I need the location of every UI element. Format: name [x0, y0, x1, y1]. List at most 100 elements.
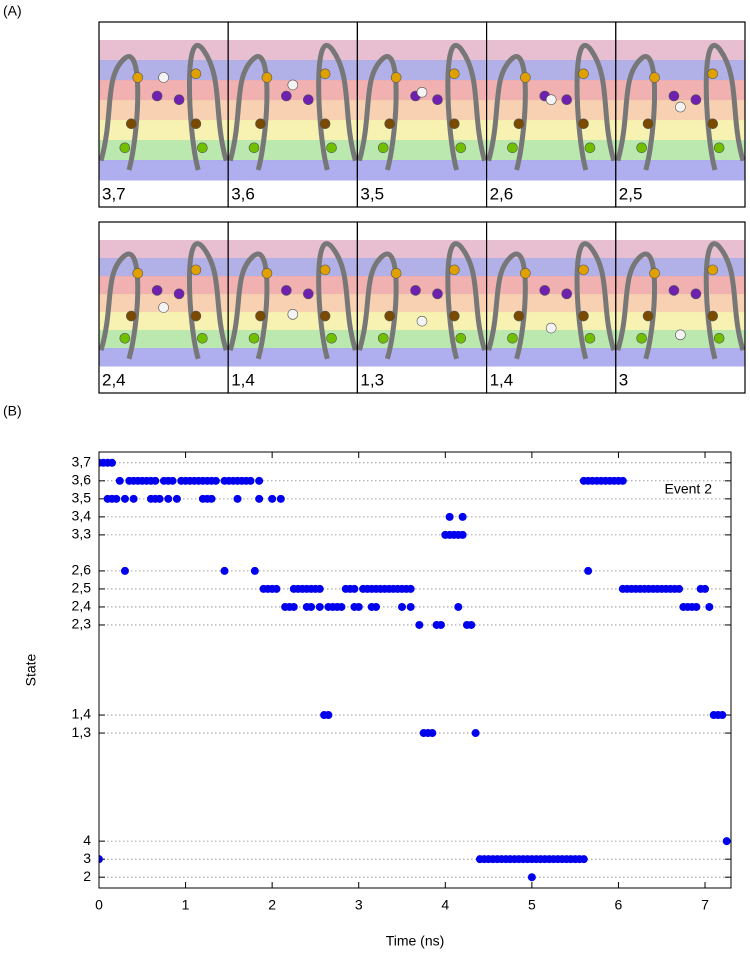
band	[615, 294, 745, 313]
atom	[545, 94, 557, 105]
panel-a: 3,7 3,6 3,5 2,6 2,5 2,4 1,4 1,3 1,4 3	[98, 21, 746, 394]
band	[357, 348, 487, 367]
label-bg	[99, 369, 229, 393]
frame	[486, 22, 616, 207]
point	[675, 584, 684, 593]
protein-ribbon	[445, 241, 487, 360]
y-tick-label: 2,3	[72, 616, 92, 632]
atom	[636, 142, 647, 154]
x-axis-label: Time (ns)	[386, 933, 445, 949]
band	[486, 294, 616, 313]
protein-ribbon	[615, 54, 657, 171]
atom	[190, 310, 202, 322]
point	[584, 566, 593, 575]
band	[99, 120, 229, 141]
atom	[281, 285, 292, 296]
y-tick-label: 3,3	[72, 526, 92, 542]
atom	[455, 332, 467, 344]
atom	[173, 288, 185, 300]
band	[486, 348, 616, 367]
atom	[248, 332, 260, 344]
point	[255, 476, 264, 485]
atom	[410, 285, 421, 296]
point	[428, 729, 437, 738]
atom	[636, 332, 647, 344]
point	[115, 476, 124, 485]
y-tick-label: 1,4	[72, 706, 92, 722]
point	[579, 855, 588, 864]
atom	[287, 79, 299, 91]
frame-label: 3,7	[102, 184, 126, 203]
atom	[173, 94, 185, 105]
atom	[455, 142, 467, 154]
atom	[126, 310, 137, 322]
point	[99, 855, 103, 864]
band	[357, 276, 487, 295]
band	[228, 100, 358, 121]
point	[112, 494, 121, 503]
atom	[707, 310, 719, 322]
y-tick-label: 2,5	[72, 580, 92, 596]
atom	[132, 72, 144, 83]
band	[99, 348, 229, 367]
atom	[507, 332, 518, 344]
point	[337, 602, 346, 611]
point	[372, 602, 381, 611]
atom	[261, 72, 273, 83]
point	[692, 602, 701, 611]
protein-ribbon	[316, 43, 358, 171]
atom	[713, 332, 725, 344]
panel-b: 2 3 4 1,3 1,4 2,3 2,4 2,5 2,6 3,3 3,4 3,5 3,6 3,7 0 1 2 3…	[23, 451, 732, 949]
atom	[281, 90, 292, 102]
atom	[190, 264, 202, 276]
point	[315, 602, 324, 611]
frame-label: 3,5	[360, 184, 384, 203]
band	[228, 80, 358, 101]
atom	[197, 332, 208, 344]
protein-ribbon	[615, 251, 657, 360]
point	[233, 494, 242, 503]
points	[99, 458, 731, 882]
annotation: Event 2	[665, 481, 713, 497]
frame-label: 1,3	[360, 370, 384, 389]
band	[615, 80, 745, 101]
y-tick-label: 4	[83, 832, 91, 848]
point	[129, 494, 138, 503]
frame	[357, 222, 487, 393]
atom	[197, 142, 208, 154]
point	[107, 458, 116, 467]
band	[615, 312, 745, 331]
label-bg	[615, 369, 745, 393]
atom	[448, 118, 460, 130]
point	[415, 620, 424, 629]
atom	[384, 118, 396, 130]
band	[99, 80, 229, 101]
atom	[377, 332, 389, 344]
point	[211, 476, 220, 485]
x-tick-label: 1	[182, 897, 190, 913]
atom	[649, 267, 660, 279]
atom	[561, 94, 573, 105]
frame	[99, 222, 229, 393]
point	[164, 494, 173, 503]
y-tick-label: 3	[83, 850, 91, 866]
y-tick-label: 3,4	[72, 508, 92, 524]
atom	[642, 310, 654, 322]
atom	[261, 267, 273, 279]
band	[486, 100, 616, 121]
band	[615, 120, 745, 141]
point	[220, 566, 229, 575]
point	[307, 602, 316, 611]
frame-label: 2,6	[490, 184, 514, 203]
protein-ribbon	[574, 43, 616, 171]
band	[357, 100, 487, 121]
atom	[507, 142, 518, 154]
point	[255, 494, 264, 503]
point	[172, 494, 181, 503]
atom	[707, 118, 719, 130]
point	[120, 494, 129, 503]
band	[228, 294, 358, 313]
frame	[228, 222, 358, 393]
band	[486, 120, 616, 141]
y-tick-label: 3,7	[72, 454, 92, 470]
